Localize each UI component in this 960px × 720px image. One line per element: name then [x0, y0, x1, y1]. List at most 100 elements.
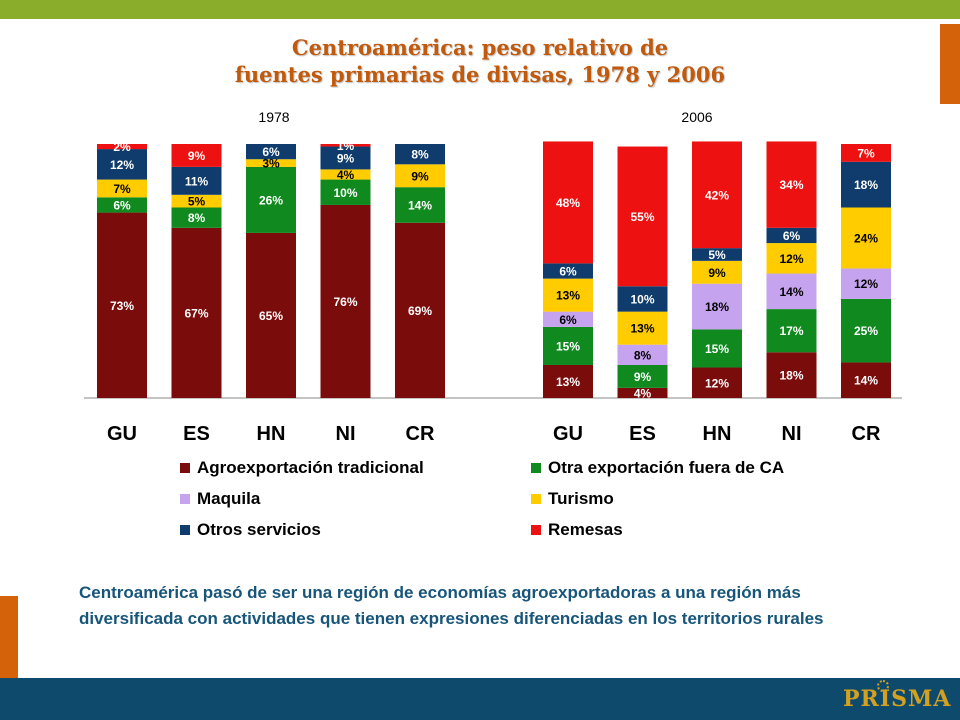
bar-segment-2006-GU-5 — [543, 141, 593, 264]
data-label-2006-NI-3: 12% — [779, 252, 803, 266]
data-label-2006-GU-2: 6% — [559, 313, 577, 327]
data-label-1978-ES-5: 9% — [188, 149, 206, 163]
bar-segment-1978-NI-0 — [320, 204, 371, 398]
data-label-2006-CR-1: 25% — [854, 324, 878, 338]
bar-segment-2006-GU-2 — [543, 311, 593, 327]
bar-segment-2006-HN-1 — [692, 329, 742, 368]
bar-segment-2006-HN-2 — [692, 283, 742, 330]
bar-segment-1978-HN-1 — [246, 166, 296, 233]
bar-segment-2006-NI-0 — [766, 352, 817, 398]
data-label-2006-CR-5: 7% — [857, 146, 875, 160]
data-label-1978-HN-3: 3% — [262, 157, 280, 171]
slide-title-line2: fuentes primarias de divisas, 1978 y 200… — [234, 62, 726, 87]
bar-segment-2006-ES-3 — [617, 311, 668, 345]
data-label-1978-GU-3: 7% — [113, 182, 131, 196]
bar-segment-1978-ES-3 — [171, 194, 222, 208]
data-label-1978-GU-5: 2% — [113, 140, 131, 154]
data-label-2006-NI-5: 34% — [779, 178, 803, 192]
category-label-2006-ES: ES — [629, 423, 656, 445]
data-label-2006-GU-0: 13% — [556, 375, 580, 389]
bar-segment-1978-HN-3 — [246, 159, 296, 167]
data-label-1978-HN-0: 65% — [259, 309, 283, 323]
right-accent-block — [940, 24, 960, 104]
data-label-1978-NI-5: 1% — [337, 139, 355, 153]
data-label-1978-NI-4: 9% — [337, 151, 355, 165]
bar-segment-1978-ES-4 — [171, 166, 222, 195]
bar-segment-1978-NI-5 — [320, 144, 371, 147]
data-label-1978-ES-0: 67% — [184, 306, 208, 320]
data-label-2006-HN-4: 5% — [708, 248, 726, 262]
bar-segment-1978-CR-0 — [395, 222, 445, 398]
data-label-1978-ES-4: 11% — [185, 174, 209, 188]
bar-segment-1978-NI-3 — [320, 169, 371, 180]
data-label-2006-ES-4: 10% — [630, 292, 654, 306]
data-label-2006-ES-2: 8% — [634, 348, 652, 362]
data-label-1978-ES-3: 5% — [188, 195, 206, 209]
bar-segment-1978-CR-3 — [395, 164, 445, 188]
bar-segment-2006-CR-4 — [841, 161, 891, 208]
bar-segment-1978-ES-5 — [171, 144, 222, 167]
category-label-1978-ES: ES — [183, 423, 210, 445]
bar-segment-2006-GU-4 — [543, 263, 593, 279]
bar-segment-2006-CR-5 — [841, 144, 891, 162]
bar-segment-2006-NI-2 — [766, 273, 817, 310]
data-label-2006-HN-0: 12% — [705, 376, 729, 390]
bar-segment-2006-GU-3 — [543, 278, 593, 312]
bar-segment-2006-CR-2 — [841, 268, 891, 299]
data-label-2006-NI-4: 6% — [783, 229, 801, 243]
data-label-2006-GU-4: 6% — [559, 265, 577, 279]
prisma-logo: PRISMA — [843, 680, 952, 712]
data-label-2006-ES-3: 13% — [630, 322, 654, 336]
data-label-2006-NI-0: 18% — [779, 369, 803, 383]
data-label-2006-NI-1: 17% — [779, 324, 803, 338]
data-label-2006-GU-5: 48% — [556, 196, 580, 210]
bar-segment-1978-HN-4 — [246, 144, 296, 160]
bar-segment-2006-CR-1 — [841, 298, 891, 363]
data-label-2006-CR-3: 24% — [854, 231, 878, 245]
legend-label-4: Otros servicios — [197, 520, 321, 539]
legend-label-2: Maquila — [197, 489, 261, 508]
bar-segment-2006-ES-0 — [617, 387, 668, 398]
data-label-1978-HN-1: 26% — [259, 193, 283, 207]
data-label-2006-CR-4: 18% — [854, 178, 878, 192]
legend-label-3: Turismo — [548, 489, 614, 508]
legend-swatch-5 — [531, 525, 541, 535]
legend-swatch-0 — [180, 463, 190, 473]
bar-segment-2006-ES-1 — [617, 364, 668, 388]
data-label-2006-HN-2: 18% — [705, 300, 729, 314]
category-label-1978-HN: HN — [257, 423, 286, 445]
bar-segment-2006-NI-3 — [766, 243, 817, 274]
bar-segment-2006-GU-0 — [543, 364, 593, 398]
bar-segment-2006-NI-1 — [766, 309, 817, 353]
category-label-2006-CR: CR — [852, 423, 881, 445]
data-label-2006-CR-0: 14% — [854, 374, 878, 388]
data-label-1978-NI-0: 76% — [333, 295, 357, 309]
bar-segment-2006-ES-5 — [617, 146, 668, 287]
category-label-1978-CR: CR — [406, 423, 435, 445]
data-label-2006-ES-1: 9% — [634, 370, 652, 384]
legend-swatch-3 — [531, 494, 541, 504]
top-accent-bar — [0, 0, 960, 19]
bar-segment-1978-GU-1 — [97, 197, 147, 213]
bar-segment-1978-CR-4 — [395, 144, 445, 165]
chart-title-1978: 1978 — [258, 109, 289, 125]
bar-segment-1978-ES-1 — [171, 207, 222, 228]
prisma-logo-text: PRISMA — [843, 686, 952, 712]
bar-segment-2006-HN-5 — [692, 141, 742, 249]
data-label-2006-HN-5: 42% — [705, 188, 729, 202]
slide-title: Centroamérica: peso relativo de fuentes … — [180, 34, 780, 88]
bar-segment-2006-NI-4 — [766, 227, 817, 244]
category-label-1978-GU: GU — [107, 423, 137, 445]
legend-label-5: Remesas — [548, 520, 623, 539]
bar-segment-2006-CR-0 — [841, 362, 891, 398]
legend-label-1: Otra exportación fuera de CA — [548, 458, 784, 477]
data-label-1978-CR-1: 14% — [408, 198, 432, 212]
bottom-bar — [0, 678, 960, 720]
data-label-1978-NI-3: 4% — [337, 168, 355, 182]
bar-segment-2006-HN-0 — [692, 367, 742, 398]
data-label-1978-CR-3: 9% — [411, 169, 429, 183]
bar-segment-1978-CR-1 — [395, 187, 445, 223]
data-label-2006-CR-2: 12% — [854, 277, 878, 291]
data-label-2006-NI-2: 14% — [779, 285, 803, 299]
bar-segment-1978-GU-3 — [97, 179, 147, 198]
